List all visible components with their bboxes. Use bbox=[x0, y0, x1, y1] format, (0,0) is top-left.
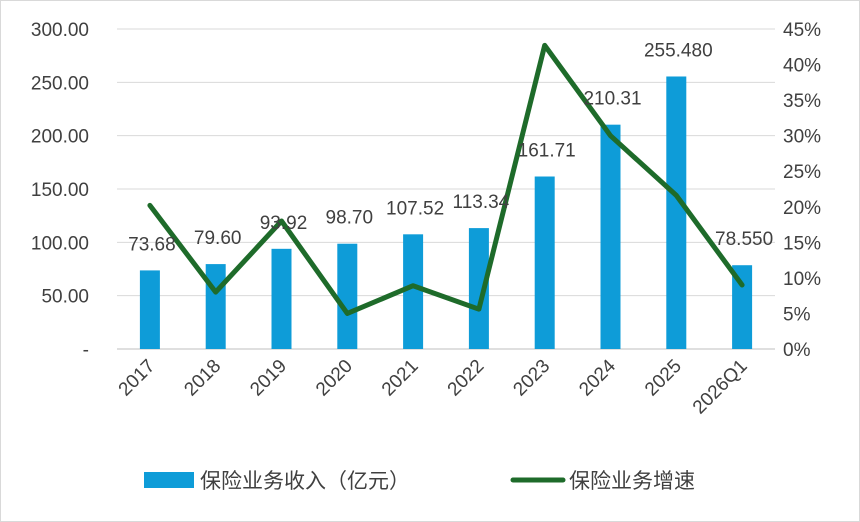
left-axis-tick-label: 50.00 bbox=[41, 287, 89, 308]
data-labels: 73.68 79.60 93.92 98.70 107.52 113.34 161.71 21… bbox=[128, 40, 773, 255]
right-axis-tick-label: 35% bbox=[783, 91, 821, 112]
legend: 保险业务收入（亿元） 保险业务增速 bbox=[144, 470, 695, 493]
right-axis-tick-label: 0% bbox=[783, 340, 811, 361]
right-axis-tick-label: 15% bbox=[783, 233, 821, 254]
bar bbox=[271, 248, 292, 349]
bar bbox=[600, 124, 621, 349]
left-axis-tick-label: 250.00 bbox=[31, 73, 89, 94]
right-axis-tick-label: 5% bbox=[783, 304, 811, 325]
x-axis-tick-label: 2023 bbox=[509, 356, 554, 401]
x-axis-tick-label: 2024 bbox=[575, 355, 620, 400]
x-axis-tick-label: 2025 bbox=[641, 356, 686, 401]
x-axis-tick-label: 2020 bbox=[312, 356, 357, 401]
bar bbox=[666, 76, 687, 349]
bar-data-label: 79.60 bbox=[194, 228, 242, 249]
line-point bbox=[149, 204, 151, 206]
bar bbox=[205, 264, 226, 349]
growth-line bbox=[147, 42, 745, 316]
left-axis-tick-label: 200.00 bbox=[31, 127, 89, 148]
right-axis-tick-label: 25% bbox=[783, 162, 821, 183]
x-axis-tick-label: 2021 bbox=[378, 356, 423, 401]
line-point bbox=[675, 194, 677, 196]
line-series bbox=[147, 42, 745, 316]
left-axis-tick-label: - bbox=[83, 340, 89, 361]
bar bbox=[534, 176, 555, 349]
bar-data-label: 161.71 bbox=[518, 141, 576, 162]
left-axis-tick-label: 100.00 bbox=[31, 233, 89, 254]
bar bbox=[468, 228, 489, 349]
x-axis-tick-label: 2018 bbox=[180, 356, 225, 401]
line-point bbox=[281, 220, 282, 222]
right-axis-tick-label: 40% bbox=[783, 56, 821, 77]
line-point bbox=[412, 285, 414, 287]
line-point bbox=[741, 284, 743, 286]
bar-series bbox=[139, 76, 753, 349]
legend-label-line: 保险业务增速 bbox=[569, 470, 695, 493]
x-axis-tick-label: 2019 bbox=[246, 356, 291, 401]
right-axis-tick-label: 10% bbox=[783, 269, 821, 290]
left-axis-ticks: - 50.00 100.00 150.00 200.00 250.00 300.00 bbox=[31, 20, 89, 361]
right-axis-ticks: 0% 5% 10% 15% 20% 25% 30% 35% 40% 45% bbox=[783, 20, 821, 361]
bar bbox=[732, 265, 753, 349]
bar bbox=[337, 243, 358, 349]
x-axis-tick-label: 2017 bbox=[115, 356, 160, 401]
right-axis-tick-label: 30% bbox=[783, 127, 821, 148]
bar-data-label: 93.92 bbox=[260, 213, 308, 234]
left-axis-tick-label: 300.00 bbox=[31, 20, 89, 41]
gridlines bbox=[117, 28, 775, 350]
line-point bbox=[346, 312, 348, 314]
x-axis-ticks: 2017 2018 2019 2020 2021 2022 2023 2024 2025 2026… bbox=[115, 355, 752, 418]
line-point bbox=[610, 135, 611, 137]
right-axis-tick-label: 45% bbox=[783, 20, 821, 41]
legend-swatch-bar bbox=[144, 472, 194, 488]
line-point bbox=[544, 44, 546, 46]
left-axis-tick-label: 150.00 bbox=[31, 180, 89, 201]
x-axis-tick-label: 2026Q1 bbox=[689, 356, 752, 419]
x-axis-tick-label: 2022 bbox=[444, 356, 489, 401]
bar-data-label: 73.68 bbox=[128, 234, 176, 255]
right-axis-tick-label: 20% bbox=[783, 198, 821, 219]
bar-data-label: 78.550 bbox=[715, 229, 773, 250]
bar-data-label: 107.52 bbox=[386, 198, 444, 219]
legend-label-bar: 保险业务收入（亿元） bbox=[200, 470, 410, 493]
bar bbox=[139, 270, 160, 349]
line-point bbox=[215, 291, 217, 293]
bar-data-label: 98.70 bbox=[326, 208, 374, 229]
bar bbox=[403, 234, 424, 349]
bar-data-label: 113.34 bbox=[453, 192, 510, 213]
bar-data-label: 210.31 bbox=[583, 89, 641, 110]
bar-data-label: 255.480 bbox=[644, 40, 713, 61]
line-point bbox=[478, 308, 480, 310]
